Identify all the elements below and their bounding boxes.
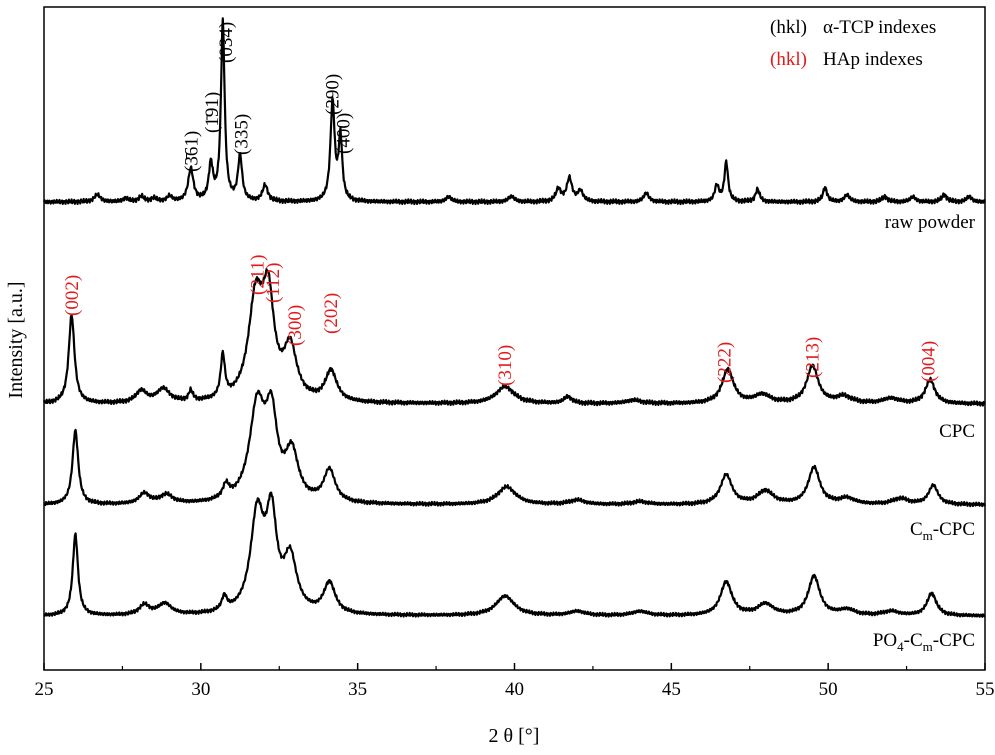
x-tick-label: 35 bbox=[348, 679, 367, 700]
hap-index-label: (112) bbox=[263, 263, 284, 303]
legend-hap-key: (hkl) bbox=[770, 49, 807, 70]
plot-frame bbox=[43, 6, 986, 671]
series-label-po4-cm-cpc: PO4-Cm-CPC bbox=[873, 630, 975, 654]
series-label-cm-cpc: Cm-CPC bbox=[910, 519, 975, 543]
x-tick-label: 55 bbox=[976, 679, 995, 700]
series-label-cpc: CPC bbox=[939, 421, 975, 442]
y-axis-label: Intensity [a.u.] bbox=[5, 281, 27, 398]
x-tick-label: 40 bbox=[505, 679, 524, 700]
x-tick-label: 45 bbox=[662, 679, 681, 700]
hap-index-label: (310) bbox=[495, 345, 516, 386]
legend-tcp-key: (hkl) bbox=[770, 17, 807, 38]
tcp-index-label: (1̄91) bbox=[202, 92, 223, 133]
legend-tcp-text: α-TCP indexes bbox=[823, 17, 936, 38]
legend: (hkl) α-TCP indexes (hkl) HAp indexes bbox=[770, 17, 936, 70]
series-line bbox=[43, 17, 987, 206]
x-tick-label: 25 bbox=[35, 679, 54, 700]
hap-index-label: (211) bbox=[247, 255, 268, 295]
x-tick-label: 50 bbox=[819, 679, 838, 700]
hap-index-label: (300) bbox=[285, 305, 306, 346]
hap-index-label: (004) bbox=[919, 341, 940, 382]
x-axis-ticks: 25 30 35 40 45 50 55 bbox=[35, 663, 995, 700]
tcp-index-label: (290) bbox=[323, 74, 344, 115]
legend-hap-text: HAp indexes bbox=[823, 49, 923, 70]
hap-index-label: (213) bbox=[803, 337, 824, 378]
hap-index-label: (222) bbox=[715, 342, 736, 383]
tcp-index-label: (3̄61) bbox=[181, 131, 202, 172]
tcp-index-label: (034) bbox=[216, 22, 237, 63]
hap-index-label: (202) bbox=[321, 293, 342, 334]
series-line bbox=[43, 491, 986, 618]
x-tick-label: 30 bbox=[191, 679, 210, 700]
series-curves bbox=[42, 17, 987, 618]
x-axis-label: 2 θ [°] bbox=[489, 725, 540, 747]
series-line bbox=[42, 268, 986, 407]
hap-index-label: (002) bbox=[62, 275, 83, 316]
tcp-index-label: (400) bbox=[334, 113, 355, 154]
tcp-index-label: (335) bbox=[232, 114, 253, 155]
series-label-raw-powder: raw powder bbox=[885, 212, 976, 233]
series-line bbox=[43, 389, 987, 508]
peak-annotations: (3̄61)(1̄91) (034) (335) (290)(400) (002) (21… bbox=[62, 22, 939, 386]
